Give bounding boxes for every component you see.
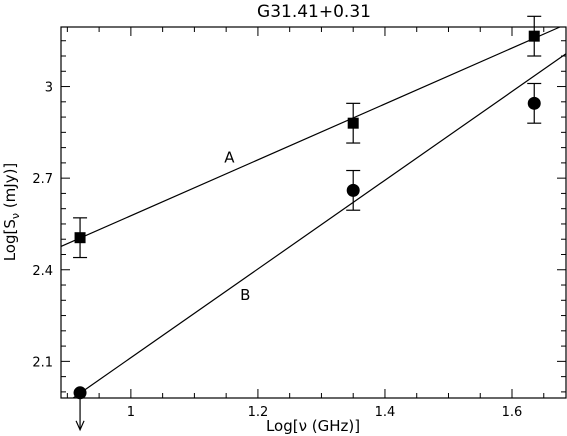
y-axis-label: Log[Sν (mJy)]: [1, 163, 22, 262]
x-axis: 1 1.2 1.4 1.6: [66, 27, 545, 420]
plot-frame: [60, 26, 567, 399]
data-point-circle: [527, 96, 541, 110]
data-point-square: [347, 117, 359, 129]
x-tick-label: 1: [127, 405, 135, 420]
data-point-square: [528, 30, 540, 42]
series-label-B: B: [240, 286, 250, 304]
y-axis-label-subscript: ν: [9, 213, 22, 219]
y-axis-label-suffix: (mJy)]: [1, 163, 19, 213]
upper-limit-arrowhead: [75, 420, 85, 432]
x-tick-label: 1.4: [375, 405, 396, 420]
data-point-circle: [73, 386, 87, 400]
x-tick-label: 1.6: [502, 405, 523, 420]
x-tick-label: 1.2: [248, 405, 269, 420]
y-axis-label-prefix: Log[S: [1, 219, 19, 261]
x-axis-label: Log[ν (GHz)]: [266, 417, 360, 435]
chart-title: G31.41+0.31: [257, 2, 371, 22]
y-tick-label: 3: [45, 81, 53, 96]
series-label-A: A: [224, 148, 235, 166]
data-points: [73, 15, 542, 432]
y-tick-label: 2.1: [32, 355, 53, 370]
y-tick-label: 2.4: [32, 264, 53, 279]
fit-line-A: [60, 26, 561, 247]
data-point-circle: [346, 183, 360, 197]
fit-line-B: [72, 53, 567, 399]
y-tick-label: 2.7: [32, 172, 53, 187]
series-labels: AB: [224, 148, 250, 303]
fit-lines: [60, 26, 567, 399]
y-axis: 2.1 2.4 2.7 3: [32, 40, 566, 393]
data-point-square: [74, 232, 86, 244]
